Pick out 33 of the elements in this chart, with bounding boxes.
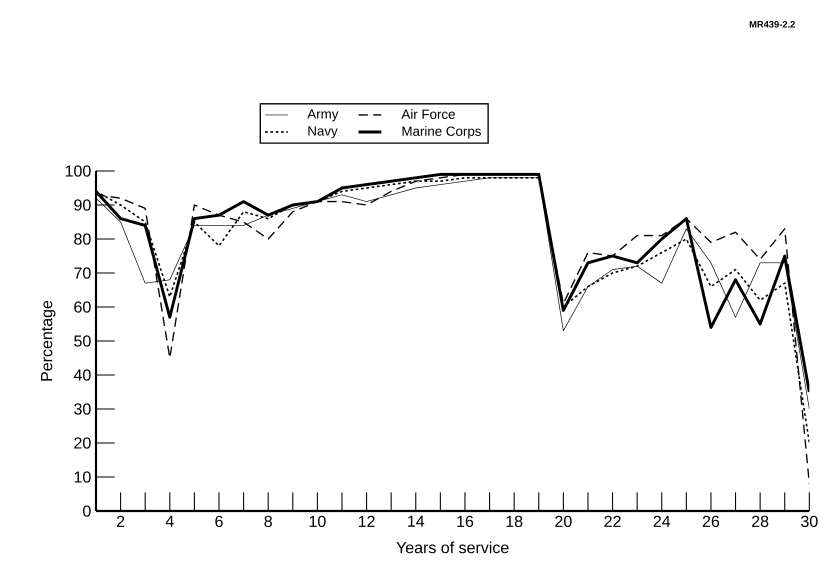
y-tick-label: 0	[83, 505, 91, 517]
x-tick-label: 16	[457, 516, 474, 528]
y-tick-label: 80	[74, 233, 91, 245]
x-tick-label: 8	[264, 516, 272, 528]
x-tick-label: 30	[801, 516, 818, 528]
text: MR439-2.2	[750, 21, 795, 28]
y-tick-label: 100	[66, 165, 91, 177]
x-tick-label: 12	[358, 516, 375, 527]
y-tick-label: 90	[74, 199, 91, 211]
y-axis-title: Percentage	[41, 300, 56, 381]
x-tick-label: 14	[408, 516, 424, 527]
x-tick-label: 22	[604, 516, 621, 527]
y-tick-label: 40	[74, 369, 91, 381]
x-tick-label: 26	[702, 516, 720, 528]
x-tick-label: 18	[506, 516, 522, 528]
x-tick-label: 24	[654, 516, 670, 527]
y-tick-label: 60	[74, 301, 91, 313]
y-tick-label: 10	[74, 471, 91, 483]
y-tick-label: 50	[74, 335, 91, 347]
legend-label: Army	[307, 109, 338, 122]
legend-label: Marine Corps	[402, 126, 481, 139]
y-tick-label: 20	[74, 437, 91, 449]
x-tick-label: 10	[310, 516, 326, 528]
legend-label: Air Force	[401, 109, 455, 119]
x-tick-label: 20	[555, 516, 572, 528]
x-tick-label: 28	[752, 516, 768, 528]
x-axis-title: Years of service	[396, 542, 509, 554]
y-tick-label: 70	[74, 267, 91, 279]
x-tick-label: 4	[166, 516, 174, 527]
x-tick-label: 6	[215, 516, 223, 528]
legend-label: Navy	[308, 126, 338, 138]
x-tick-label: 2	[116, 516, 124, 527]
y-tick-label: 30	[74, 403, 91, 415]
